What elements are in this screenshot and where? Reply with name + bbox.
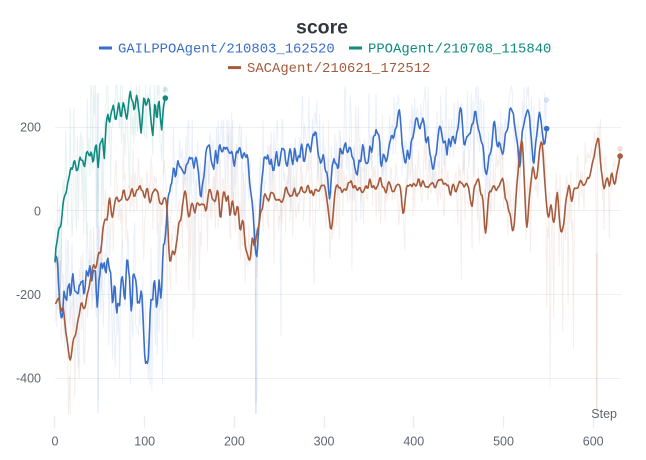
svg-text:SACAgent/210621_172512: SACAgent/210621_172512 — [247, 61, 430, 77]
svg-text:GAILPPOAgent/210803_162520: GAILPPOAgent/210803_162520 — [118, 42, 335, 58]
svg-text:Step: Step — [591, 407, 617, 421]
svg-text:0: 0 — [34, 204, 41, 218]
svg-text:score: score — [296, 17, 348, 39]
svg-text:0: 0 — [52, 435, 59, 449]
svg-text:-200: -200 — [16, 288, 41, 302]
svg-text:500: 500 — [493, 435, 514, 449]
svg-text:200: 200 — [20, 121, 41, 135]
svg-text:400: 400 — [403, 435, 424, 449]
svg-text:PPOAgent/210708_115840: PPOAgent/210708_115840 — [368, 42, 551, 58]
svg-text:600: 600 — [583, 435, 604, 449]
svg-text:100: 100 — [134, 435, 155, 449]
svg-text:200: 200 — [224, 435, 245, 449]
svg-text:300: 300 — [314, 435, 335, 449]
svg-text:-400: -400 — [16, 372, 41, 386]
